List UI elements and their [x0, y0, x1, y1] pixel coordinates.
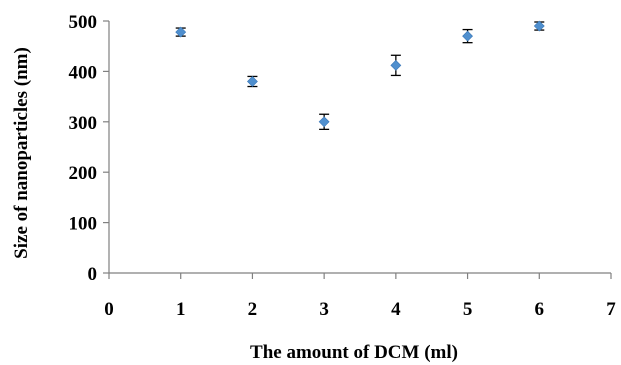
y-tick-label: 100	[69, 214, 98, 235]
data-point	[533, 20, 545, 32]
data-points	[175, 20, 545, 128]
y-tick-label: 500	[69, 12, 98, 33]
y-tick-label: 400	[69, 62, 98, 83]
data-point	[390, 59, 402, 71]
data-point	[175, 26, 187, 38]
ticks: 0 100 200 300 400 500 0 1 2 3 4 5 6 7	[69, 12, 617, 320]
y-tick-label: 200	[69, 163, 98, 184]
y-tick-label: 0	[88, 264, 98, 285]
x-tick-label: 0	[104, 299, 114, 320]
y-axis-title: Size of nanoparticles (nm)	[11, 47, 32, 259]
error-bars	[175, 21, 545, 131]
x-tick-label: 6	[535, 299, 545, 320]
y-tick-label: 300	[69, 113, 98, 134]
data-point	[247, 76, 258, 87]
x-tick-label: 4	[391, 299, 401, 320]
axes	[108, 21, 611, 274]
x-tick-label: 7	[606, 299, 616, 320]
x-tick-label: 5	[463, 299, 473, 320]
x-tick-label: 1	[176, 299, 186, 320]
x-axis-title: The amount of DCM (ml)	[250, 342, 458, 363]
data-point	[462, 30, 473, 42]
x-tick-label: 2	[248, 299, 258, 320]
data-point	[318, 116, 330, 128]
x-tick-label: 3	[319, 299, 329, 320]
